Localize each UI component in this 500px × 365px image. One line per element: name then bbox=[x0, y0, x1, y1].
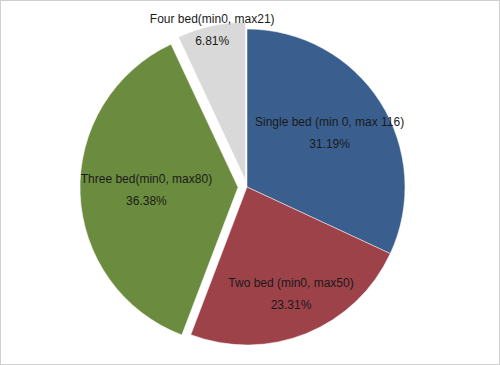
slice-label: Three bed(min0, max80) bbox=[81, 172, 212, 186]
pie bbox=[80, 22, 405, 345]
chart: Single bed (min 0, max 116) 31.19% Two bed… bbox=[0, 0, 500, 365]
pie-slice bbox=[178, 22, 245, 180]
data-label: 31.19% bbox=[309, 137, 350, 151]
background bbox=[1, 1, 500, 365]
data-label: 36.38% bbox=[126, 194, 167, 208]
slice-label: Single bed (min 0, max 116) bbox=[255, 115, 404, 129]
data-label: 6.81% bbox=[195, 34, 229, 48]
slice-label: Four bed(min0, max21) bbox=[150, 12, 275, 26]
slice-label: Two bed (min0, max50) bbox=[228, 276, 353, 290]
data-label: 23.31% bbox=[271, 298, 312, 312]
labels: Single bed (min 0, max 116) 31.19% Two bed… bbox=[81, 12, 404, 313]
